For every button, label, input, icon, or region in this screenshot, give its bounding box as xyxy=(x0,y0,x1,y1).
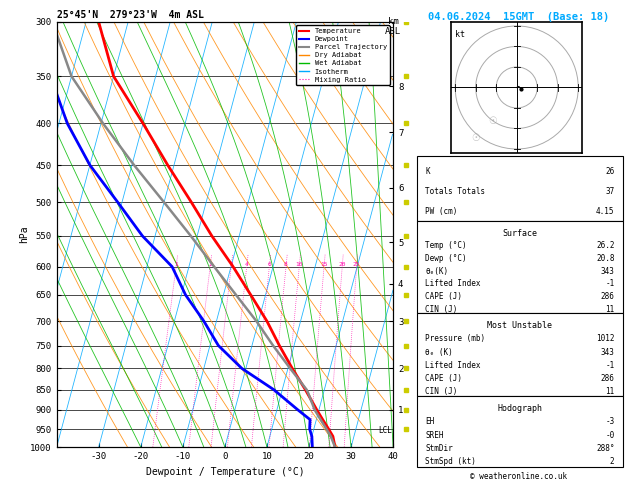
X-axis label: Dewpoint / Temperature (°C): Dewpoint / Temperature (°C) xyxy=(145,467,304,477)
Text: StmSpd (kt): StmSpd (kt) xyxy=(425,457,476,466)
Text: 25°45'N  279°23'W  4m ASL: 25°45'N 279°23'W 4m ASL xyxy=(57,10,204,20)
Text: Dewp (°C): Dewp (°C) xyxy=(425,254,467,263)
Text: 4: 4 xyxy=(245,261,248,267)
Text: Hodograph: Hodograph xyxy=(498,404,542,413)
Text: Lifted Index: Lifted Index xyxy=(425,361,481,370)
Text: θₑ(K): θₑ(K) xyxy=(425,267,448,276)
Text: CIN (J): CIN (J) xyxy=(425,387,458,396)
Text: EH: EH xyxy=(425,417,435,426)
Text: ☉: ☉ xyxy=(472,133,481,143)
Text: 10: 10 xyxy=(296,261,303,267)
Text: 11: 11 xyxy=(605,387,615,396)
Text: 26: 26 xyxy=(605,168,615,176)
Text: PW (cm): PW (cm) xyxy=(425,207,458,216)
Text: km: km xyxy=(387,17,399,26)
Text: Pressure (mb): Pressure (mb) xyxy=(425,334,486,344)
Text: Temp (°C): Temp (°C) xyxy=(425,242,467,250)
Text: 15: 15 xyxy=(320,261,328,267)
Text: -0: -0 xyxy=(605,431,615,440)
Text: -3: -3 xyxy=(605,417,615,426)
Text: K: K xyxy=(425,168,430,176)
Text: © weatheronline.co.uk: © weatheronline.co.uk xyxy=(470,472,567,481)
Text: 1: 1 xyxy=(174,261,178,267)
Text: 11: 11 xyxy=(605,305,615,313)
Text: -1: -1 xyxy=(605,279,615,288)
Text: 286: 286 xyxy=(601,374,615,383)
Text: 37: 37 xyxy=(605,187,615,196)
FancyBboxPatch shape xyxy=(417,313,623,396)
Text: SREH: SREH xyxy=(425,431,443,440)
Text: 2: 2 xyxy=(208,261,212,267)
Text: Most Unstable: Most Unstable xyxy=(487,321,552,330)
Text: 1012: 1012 xyxy=(596,334,615,344)
Text: CAPE (J): CAPE (J) xyxy=(425,374,462,383)
Text: 286: 286 xyxy=(601,292,615,301)
Text: Lifted Index: Lifted Index xyxy=(425,279,481,288)
Y-axis label: hPa: hPa xyxy=(19,226,29,243)
FancyBboxPatch shape xyxy=(417,396,623,467)
Text: -1: -1 xyxy=(605,361,615,370)
Text: 04.06.2024  15GMT  (Base: 18): 04.06.2024 15GMT (Base: 18) xyxy=(428,12,610,22)
Text: Totals Totals: Totals Totals xyxy=(425,187,486,196)
Text: 20: 20 xyxy=(338,261,346,267)
Text: 20.8: 20.8 xyxy=(596,254,615,263)
Text: 343: 343 xyxy=(601,347,615,357)
Text: StmDir: StmDir xyxy=(425,444,453,453)
FancyBboxPatch shape xyxy=(417,156,623,221)
Text: 288°: 288° xyxy=(596,444,615,453)
Text: 8: 8 xyxy=(284,261,288,267)
Y-axis label: Mixing Ratio (g/kg): Mixing Ratio (g/kg) xyxy=(438,187,447,282)
Text: CAPE (J): CAPE (J) xyxy=(425,292,462,301)
Text: ☉: ☉ xyxy=(488,116,497,126)
Text: ASL: ASL xyxy=(385,27,401,36)
Text: 343: 343 xyxy=(601,267,615,276)
Text: 4.15: 4.15 xyxy=(596,207,615,216)
Text: θₑ (K): θₑ (K) xyxy=(425,347,453,357)
Text: 26.2: 26.2 xyxy=(596,242,615,250)
Text: kt: kt xyxy=(455,30,465,39)
Text: CIN (J): CIN (J) xyxy=(425,305,458,313)
Legend: Temperature, Dewpoint, Parcel Trajectory, Dry Adiabat, Wet Adiabat, Isotherm, Mi: Temperature, Dewpoint, Parcel Trajectory… xyxy=(296,25,389,86)
FancyBboxPatch shape xyxy=(417,221,623,313)
Text: LCL: LCL xyxy=(378,426,392,435)
Text: 25: 25 xyxy=(353,261,360,267)
Text: 2: 2 xyxy=(610,457,615,466)
Text: Surface: Surface xyxy=(503,229,537,238)
Text: 6: 6 xyxy=(267,261,271,267)
Text: 3: 3 xyxy=(230,261,233,267)
